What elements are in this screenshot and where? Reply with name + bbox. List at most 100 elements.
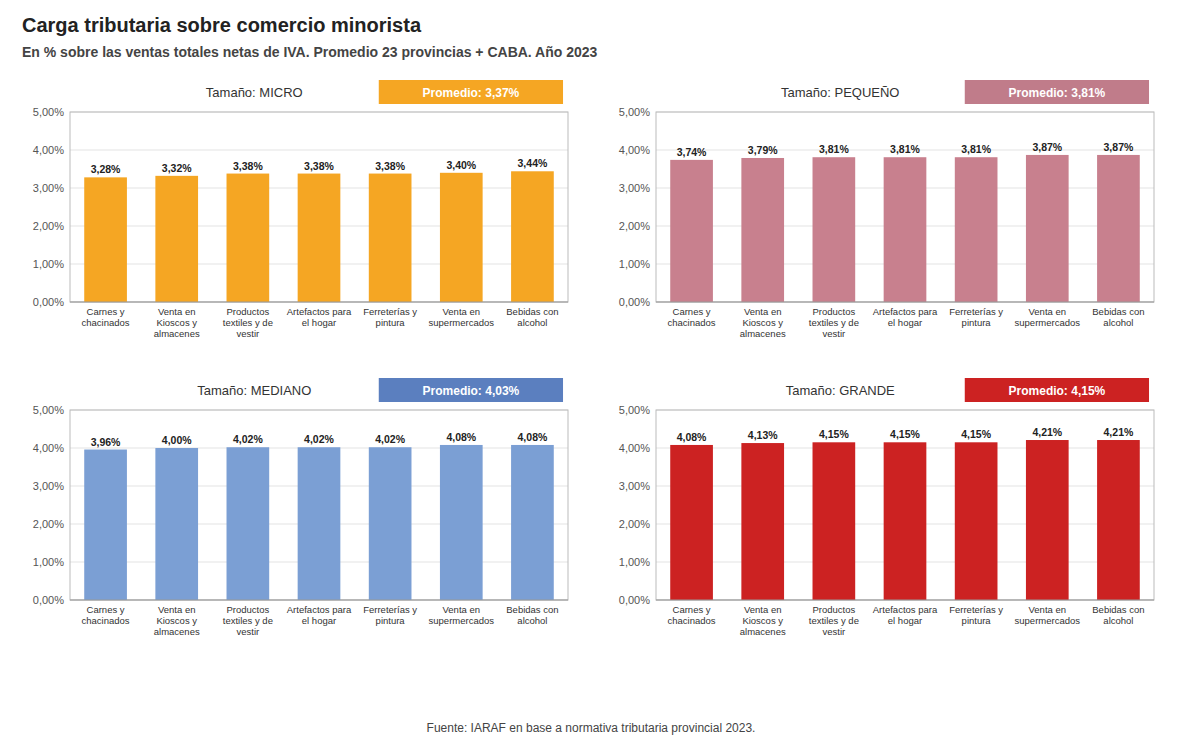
x-tick-label-line: Venta en bbox=[443, 306, 481, 317]
bar bbox=[369, 174, 412, 302]
x-tick-label-line: Venta en bbox=[744, 306, 782, 317]
data-label: 3,81% bbox=[819, 143, 849, 155]
x-tick-label-line: textiles y de bbox=[809, 317, 859, 328]
x-tick-label-line: Venta en bbox=[158, 306, 196, 317]
y-tick-label: 5,00% bbox=[619, 106, 650, 118]
x-tick-label: Venta ensupermercados bbox=[429, 604, 495, 626]
x-tick-label-line: Bebidas con bbox=[1092, 604, 1144, 615]
data-label: 4,08% bbox=[518, 431, 548, 443]
y-tick-label: 5,00% bbox=[619, 404, 650, 416]
x-tick-label-line: Bebidas con bbox=[506, 604, 558, 615]
x-tick-label-line: Kioscos y bbox=[742, 317, 783, 328]
y-tick-label: 3,00% bbox=[619, 182, 650, 194]
x-tick-label: Ferreterías ypintura bbox=[949, 306, 1003, 328]
x-tick-label-line: vestir bbox=[237, 328, 260, 339]
x-tick-label-line: Artefactos para bbox=[287, 604, 352, 615]
plot-frame bbox=[70, 410, 568, 600]
x-tick-label: Carnes ychacinados bbox=[668, 306, 716, 328]
bar bbox=[227, 174, 270, 302]
x-tick-label-line: pintura bbox=[962, 615, 992, 626]
y-tick-label: 4,00% bbox=[33, 442, 64, 454]
data-label: 3,38% bbox=[375, 160, 405, 172]
y-tick-label: 5,00% bbox=[33, 106, 64, 118]
x-tick-label: Venta enKioscos yalmacenes bbox=[154, 604, 200, 637]
y-tick-label: 0,00% bbox=[33, 594, 64, 606]
data-label: 4,15% bbox=[890, 428, 920, 440]
bars bbox=[84, 445, 554, 600]
data-label: 3,79% bbox=[748, 144, 778, 156]
panel-title: Tamaño: MEDIANO bbox=[197, 383, 311, 398]
x-tick-label: Artefactos parael hogar bbox=[287, 306, 352, 328]
plot-frame bbox=[70, 112, 568, 302]
x-tick-label-line: vestir bbox=[237, 626, 260, 637]
x-tick-label-line: Carnes y bbox=[673, 306, 711, 317]
x-tick-label-line: almacenes bbox=[740, 328, 786, 339]
data-label: 3,40% bbox=[446, 159, 476, 171]
bar bbox=[440, 445, 483, 600]
x-tick-label: Carnes ychacinados bbox=[82, 604, 130, 626]
annotation-box bbox=[965, 378, 1149, 402]
bar bbox=[741, 158, 784, 302]
y-tick-label: 4,00% bbox=[619, 144, 650, 156]
y-tick-label: 3,00% bbox=[619, 480, 650, 492]
bar bbox=[813, 442, 856, 600]
annotation: Promedio: 3,37% bbox=[423, 86, 520, 100]
y-tick-label: 1,00% bbox=[619, 258, 650, 270]
data-label: 4,02% bbox=[304, 433, 334, 445]
bar bbox=[298, 174, 341, 302]
annotation-box bbox=[965, 80, 1149, 104]
bars bbox=[670, 440, 1140, 600]
y-tick-label: 3,00% bbox=[33, 480, 64, 492]
bar bbox=[440, 173, 483, 302]
x-tick-label-line: Kioscos y bbox=[156, 615, 197, 626]
x-tick-label: Productostextiles y devestir bbox=[223, 306, 273, 339]
y-tick-label: 4,00% bbox=[619, 442, 650, 454]
y-tick-label: 3,00% bbox=[33, 182, 64, 194]
annotation: Promedio: 4,15% bbox=[1009, 384, 1106, 398]
y-tick-label: 4,00% bbox=[33, 144, 64, 156]
x-tick-label-line: almacenes bbox=[154, 626, 200, 637]
x-axis-line bbox=[656, 302, 1154, 303]
x-tick-label-line: textiles y de bbox=[809, 615, 859, 626]
y-tick-label: 2,00% bbox=[33, 220, 64, 232]
annotation: Promedio: 4,03% bbox=[423, 384, 520, 398]
x-tick-label-line: Productos bbox=[812, 306, 855, 317]
bar bbox=[670, 445, 713, 600]
x-tick-label-line: Artefactos para bbox=[287, 306, 352, 317]
bar bbox=[369, 447, 412, 600]
y-tick-label: 2,00% bbox=[619, 518, 650, 530]
data-label: 3,87% bbox=[1032, 141, 1062, 153]
x-tick-label-line: vestir bbox=[823, 626, 846, 637]
x-tick-label-line: supermercados bbox=[1015, 317, 1081, 328]
x-tick-label-line: vestir bbox=[823, 328, 846, 339]
x-tick-label: Venta ensupermercados bbox=[1015, 604, 1081, 626]
bar bbox=[84, 177, 127, 302]
x-tick-label-line: Artefactos para bbox=[873, 604, 938, 615]
bar bbox=[155, 176, 198, 302]
y-tick-label: 2,00% bbox=[33, 518, 64, 530]
data-label: 4,02% bbox=[233, 433, 263, 445]
footer: Fuente: IARAF en base a normativa tribut… bbox=[427, 721, 756, 735]
x-tick-label: Productostextiles y devestir bbox=[809, 306, 859, 339]
x-axis-line bbox=[70, 600, 568, 601]
grid-line bbox=[70, 150, 568, 151]
x-tick-label-line: Ferreterías y bbox=[949, 604, 1003, 615]
bar bbox=[1026, 155, 1069, 302]
data-label: 3,38% bbox=[304, 160, 334, 172]
x-tick-label: Ferreterías ypintura bbox=[363, 306, 417, 328]
figure: Carga tributaria sobre comercio minorist… bbox=[0, 0, 1182, 744]
x-tick-label-line: alcohol bbox=[1103, 317, 1133, 328]
plot-frame bbox=[656, 410, 1154, 600]
x-tick-label-line: Productos bbox=[226, 306, 269, 317]
bar bbox=[741, 443, 784, 600]
x-tick-label-line: alcohol bbox=[517, 317, 547, 328]
grid-line bbox=[70, 302, 568, 303]
x-tick-label: Carnes ychacinados bbox=[82, 306, 130, 328]
x-tick-label-line: Productos bbox=[812, 604, 855, 615]
x-tick-label: Productostextiles y devestir bbox=[809, 604, 859, 637]
bar bbox=[884, 157, 927, 302]
x-tick-label-line: Carnes y bbox=[87, 306, 125, 317]
x-tick-label-line: el hogar bbox=[888, 615, 922, 626]
x-tick-label-line: Venta en bbox=[1029, 306, 1067, 317]
data-label: 3,96% bbox=[91, 436, 121, 448]
